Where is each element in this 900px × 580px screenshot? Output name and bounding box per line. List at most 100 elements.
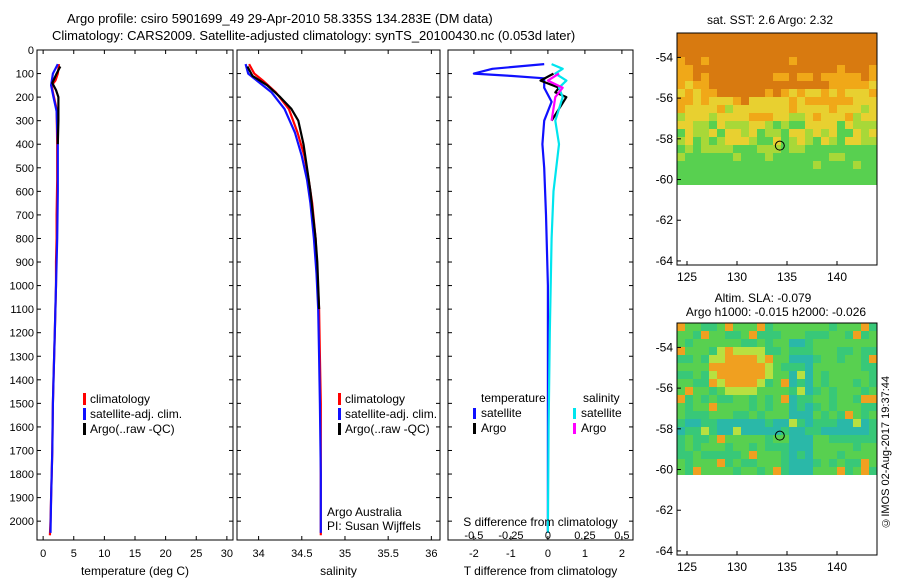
sst_map-x-tick-label: 140	[827, 270, 847, 284]
sst_map-cell	[717, 41, 725, 49]
sla_map-cell	[725, 435, 733, 443]
salinity-x-tick-label: 35	[339, 548, 351, 560]
sst_map-cell	[757, 81, 765, 89]
diff-legend-label: satellite	[581, 406, 622, 420]
sla_map-cell	[845, 387, 853, 395]
sla_map-cell	[741, 331, 749, 339]
sst_map-cell	[709, 161, 717, 169]
sla_map-cell	[869, 419, 877, 427]
sst_map-cell	[709, 105, 717, 113]
sla_map-cell	[701, 395, 709, 403]
sst_map-cell	[837, 81, 845, 89]
sst_map-cell	[797, 89, 805, 97]
sst_map-cell	[845, 113, 853, 121]
sla_map-cell	[685, 411, 693, 419]
sst_map-cell	[853, 73, 861, 81]
sla_map-cell	[757, 331, 765, 339]
sst_map-cell	[861, 57, 869, 65]
sla_map-cell	[757, 363, 765, 371]
sst_map-cell	[845, 169, 853, 177]
sla_map-cell	[717, 387, 725, 395]
sla_map-cell	[749, 331, 757, 339]
sla_map-x-tick-label: 130	[727, 560, 747, 574]
sla_map-cell	[829, 331, 837, 339]
sla_map-cell	[677, 403, 685, 411]
sla_map-cell	[813, 459, 821, 467]
difference-series-line	[539, 72, 568, 122]
sla_map-cell	[869, 395, 877, 403]
sst_map-cell	[853, 49, 861, 57]
sst_map-cell	[781, 169, 789, 177]
sst_map-cell	[677, 145, 685, 153]
sla_map-cell	[733, 387, 741, 395]
y-tick-label: 400	[16, 139, 34, 151]
sst_map-cell	[685, 89, 693, 97]
sla_map-cell	[829, 411, 837, 419]
sla_map-cell	[789, 411, 797, 419]
sst_map-x-tick-label: 130	[727, 270, 747, 284]
sla_map-cell	[837, 459, 845, 467]
title-line-2: Climatology: CARS2009. Satellite-adjuste…	[52, 28, 576, 43]
sla_map-cell	[709, 347, 717, 355]
y-tick-label: 800	[16, 233, 34, 245]
sst_map-cell	[757, 169, 765, 177]
difference-xlabel: T difference from climatology	[464, 564, 618, 578]
sla_map-cell	[773, 403, 781, 411]
sst_map-cell	[813, 65, 821, 73]
sst_map-cell	[677, 169, 685, 177]
sst_map-cell	[821, 105, 829, 113]
sst_map-cell	[749, 57, 757, 65]
sst_map-cell	[829, 105, 837, 113]
sla_map-cell	[837, 403, 845, 411]
sst_map-cell	[773, 89, 781, 97]
sst_map-cell	[829, 161, 837, 169]
sst_map-cell	[821, 145, 829, 153]
sst_map-cell	[685, 121, 693, 129]
sla_map-cell	[805, 387, 813, 395]
sst_map-cell	[693, 57, 701, 65]
sst_map-cell	[805, 57, 813, 65]
sla_map-cell	[757, 451, 765, 459]
sst_map-cell	[829, 65, 837, 73]
difference-xlabel-top: S difference from climatology	[463, 515, 618, 529]
sla_map-cell	[805, 451, 813, 459]
sst_map-cell	[789, 57, 797, 65]
sst_map-cell	[693, 129, 701, 137]
sla_map-cell	[805, 331, 813, 339]
sst_map-y-tick-label: -54	[656, 50, 674, 64]
sla_map-cell	[717, 419, 725, 427]
sst_map-cell	[773, 113, 781, 121]
y-tick-label: 1000	[10, 281, 34, 293]
sla_map-cell	[733, 419, 741, 427]
sst_map-cell	[829, 145, 837, 153]
sla_map-cell	[685, 451, 693, 459]
sst_map-cell	[693, 161, 701, 169]
sst_map-cell	[845, 89, 853, 97]
sla_map-cell	[677, 459, 685, 467]
sla_map-cell	[853, 387, 861, 395]
sla_map-cell	[733, 339, 741, 347]
sst_map-cell	[821, 153, 829, 161]
sst_map-cell	[773, 169, 781, 177]
sst_map-cell	[813, 113, 821, 121]
sla_map-cell	[813, 387, 821, 395]
sla_map-cell	[709, 403, 717, 411]
sla_map-cell	[677, 355, 685, 363]
sst_map-cell	[845, 121, 853, 129]
sst_map-cell	[677, 49, 685, 57]
salinity-series-line	[246, 65, 321, 310]
sla_map-cell	[805, 403, 813, 411]
sla_map-cell	[869, 467, 877, 475]
salinity-x-tick-label: 35.5	[377, 548, 398, 560]
sst_map-cell	[741, 73, 749, 81]
sst_map-cell	[837, 105, 845, 113]
y-tick-label: 900	[16, 257, 34, 269]
sla_map-cell	[781, 395, 789, 403]
sst_map-cell	[813, 137, 821, 145]
sst_map-cell	[725, 121, 733, 129]
sst_map-cell	[733, 81, 741, 89]
sst_map-cell	[789, 129, 797, 137]
sst_map-cell	[837, 137, 845, 145]
sst_map-cell	[757, 177, 765, 185]
sla_map-cell	[725, 411, 733, 419]
